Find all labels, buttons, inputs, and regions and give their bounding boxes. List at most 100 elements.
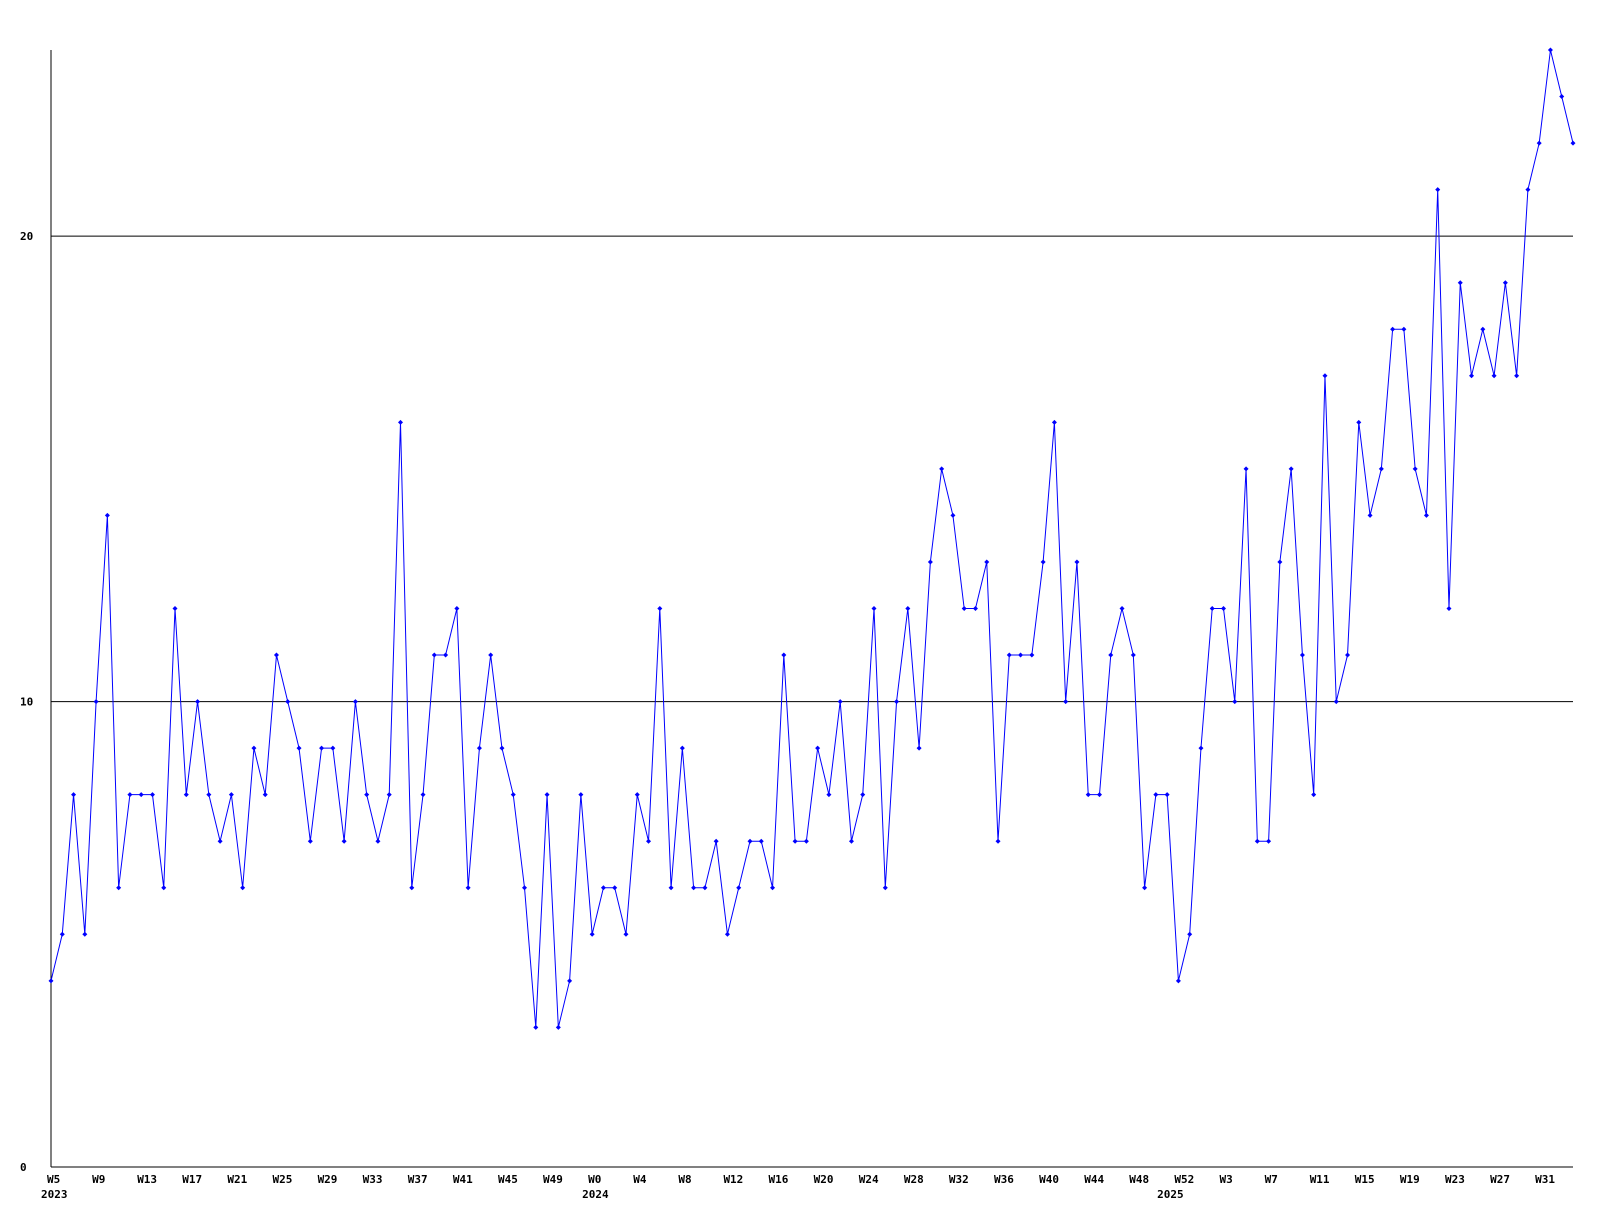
- point: [1209, 606, 1215, 611]
- y-tick-label: 20: [20, 230, 33, 243]
- point: [826, 792, 832, 798]
- point: [1502, 280, 1508, 286]
- point: [1006, 652, 1012, 658]
- point: [409, 885, 415, 891]
- point: [939, 466, 945, 472]
- point: [127, 792, 133, 798]
- y-tick-label: 10: [20, 696, 33, 709]
- point: [612, 885, 618, 891]
- y-tick-label: 0: [20, 1161, 27, 1174]
- x-tick-label: W40: [1039, 1173, 1059, 1186]
- point: [567, 978, 573, 984]
- point: [1547, 47, 1553, 53]
- point: [1018, 652, 1024, 658]
- point: [646, 838, 652, 844]
- point: [679, 745, 685, 751]
- point: [533, 1024, 539, 1030]
- x-tick-label: W17: [182, 1173, 202, 1186]
- point: [950, 512, 956, 518]
- x-tick-label: W33: [363, 1173, 383, 1186]
- point: [1559, 94, 1565, 100]
- point: [341, 838, 347, 844]
- x-tick-label: W4: [633, 1173, 647, 1186]
- point: [1536, 140, 1542, 146]
- point: [1277, 559, 1283, 565]
- point: [916, 745, 922, 751]
- x-tick-label: W31: [1535, 1173, 1555, 1186]
- point: [273, 652, 279, 658]
- point: [758, 838, 764, 844]
- point: [138, 792, 144, 798]
- point: [770, 885, 776, 891]
- point: [1570, 140, 1576, 146]
- x-tick-label: W36: [994, 1173, 1014, 1186]
- point: [781, 652, 787, 658]
- point: [702, 885, 708, 891]
- point: [871, 606, 877, 611]
- point: [623, 931, 629, 937]
- point: [1153, 792, 1159, 798]
- point: [397, 419, 403, 425]
- point: [848, 838, 854, 844]
- point: [589, 931, 595, 937]
- x-tick-label: W23: [1445, 1173, 1465, 1186]
- x-tick-label: W15: [1355, 1173, 1375, 1186]
- point: [555, 1024, 561, 1030]
- x-tick-label: W3: [1220, 1173, 1233, 1186]
- x-tick-label: W13: [137, 1173, 157, 1186]
- point: [1108, 652, 1114, 658]
- point: [1345, 652, 1351, 658]
- point: [93, 699, 99, 705]
- point: [161, 885, 167, 891]
- point: [1085, 792, 1091, 798]
- point: [1164, 792, 1170, 798]
- x-tick-label: W29: [318, 1173, 338, 1186]
- x-tick-label: W27: [1490, 1173, 1510, 1186]
- point: [172, 606, 178, 611]
- point: [1221, 606, 1227, 611]
- point: [1423, 512, 1429, 518]
- point: [1130, 652, 1136, 658]
- point: [228, 792, 234, 798]
- point: [386, 792, 392, 798]
- point: [792, 838, 798, 844]
- x-tick-label: W25: [272, 1173, 292, 1186]
- x-tick-label: W0: [588, 1173, 601, 1186]
- point: [1390, 326, 1396, 332]
- x-tick-label: W48: [1129, 1173, 1149, 1186]
- x-tick-label: W8: [678, 1173, 691, 1186]
- point: [634, 792, 640, 798]
- x-tick-label: W7: [1265, 1173, 1278, 1186]
- point: [1175, 978, 1181, 984]
- point: [375, 838, 381, 844]
- point: [1029, 652, 1035, 658]
- point: [1356, 419, 1362, 425]
- x-tick-label: W19: [1400, 1173, 1420, 1186]
- point: [476, 745, 482, 751]
- point: [747, 838, 753, 844]
- point: [465, 885, 471, 891]
- point: [1299, 652, 1305, 658]
- point: [1266, 838, 1272, 844]
- point: [104, 512, 110, 518]
- point: [1119, 606, 1125, 611]
- point: [1514, 373, 1520, 379]
- point: [319, 745, 325, 751]
- point: [352, 699, 358, 705]
- point: [1412, 466, 1418, 472]
- point: [860, 792, 866, 798]
- line: [50, 49, 1574, 1028]
- point: [1096, 792, 1102, 798]
- point: [1254, 838, 1260, 844]
- point: [1288, 466, 1294, 472]
- point: [454, 606, 460, 611]
- point: [815, 745, 821, 751]
- x-tick-label: W44: [1084, 1173, 1104, 1186]
- point: [1311, 792, 1317, 798]
- point: [1480, 326, 1486, 332]
- x-year-label: 2025: [1157, 1188, 1184, 1200]
- point: [882, 885, 888, 891]
- point: [961, 606, 967, 611]
- point: [1378, 466, 1384, 472]
- point: [995, 838, 1001, 844]
